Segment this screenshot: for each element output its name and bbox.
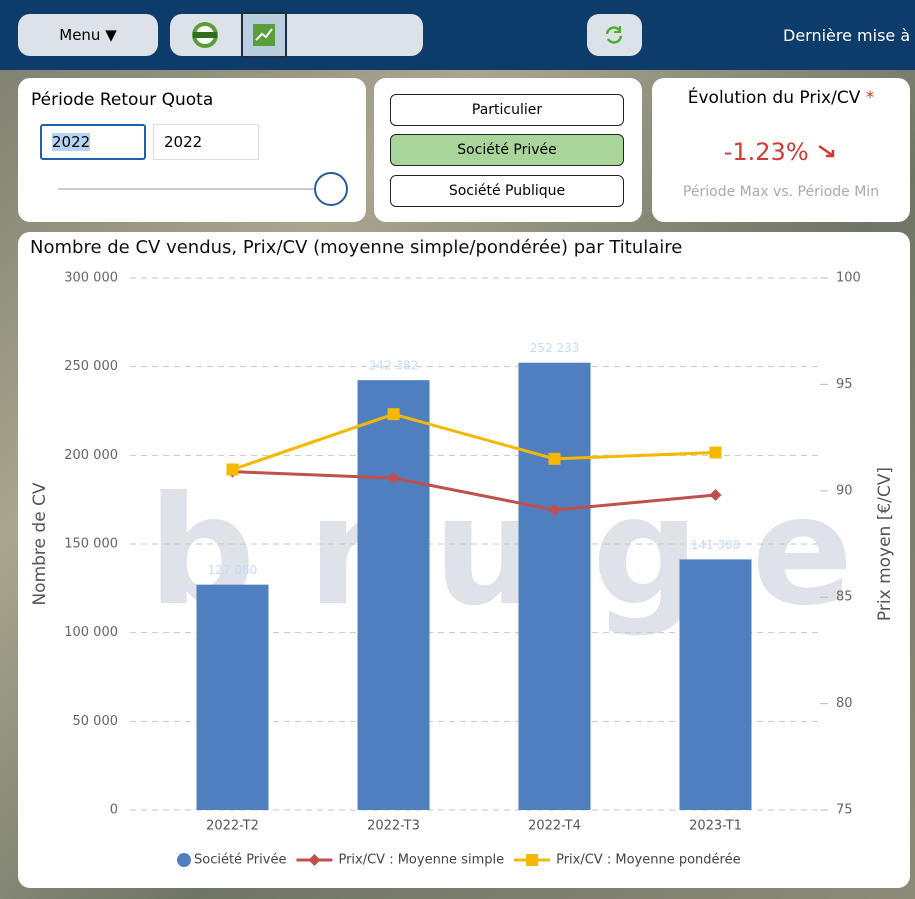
- refresh-icon: [603, 24, 625, 46]
- y2-axis-title: Prix moyen [€/CV]: [875, 467, 895, 621]
- bar: [197, 585, 269, 810]
- icon-group: [170, 14, 423, 56]
- value-label: 141 300: [691, 538, 741, 552]
- value-label: 252 233: [530, 341, 580, 355]
- dashboard: Menu ▼ Dernière mise à Période Retour Qu…: [0, 0, 915, 899]
- chart-card: brugelNombre de CV vendus, Prix/CV (moye…: [18, 232, 910, 888]
- kpi-title-row: Évolution du Prix/CV *: [652, 88, 910, 108]
- x-tick-label: 2023-T1: [689, 819, 742, 834]
- kpi-card: Évolution du Prix/CV * -1.23% Période Ma…: [652, 78, 910, 222]
- segment-card: Particulier Société Privée Société Publi…: [374, 78, 642, 222]
- y-tick-label: 300 000: [64, 271, 118, 286]
- chart: brugelNombre de CV vendus, Prix/CV (moye…: [18, 232, 910, 888]
- legend-swatch: [177, 853, 191, 867]
- y2-tick-label: 95: [836, 377, 853, 392]
- y-tick-label: 0: [110, 803, 118, 818]
- refresh-button[interactable]: [587, 14, 642, 56]
- y-tick-label: 250 000: [64, 359, 118, 374]
- bar: [519, 363, 591, 810]
- start-value: 2022: [52, 133, 90, 151]
- y2-tick-label: 75: [836, 803, 853, 818]
- y-tick-label: 50 000: [73, 714, 119, 729]
- certificate-icon[interactable]: [190, 20, 220, 50]
- segment-button[interactable]: Particulier: [390, 94, 624, 126]
- square-marker: [227, 464, 239, 476]
- x-tick-label: 2022-T4: [528, 819, 581, 834]
- square-marker: [710, 446, 722, 458]
- square-marker: [549, 453, 561, 465]
- y2-tick-label: 85: [836, 590, 853, 605]
- segment-button[interactable]: Société Privée: [390, 134, 624, 166]
- menu-button[interactable]: Menu ▼: [18, 14, 158, 56]
- x-tick-label: 2022-T2: [206, 819, 259, 834]
- kpi-caption: Période Max vs. Période Min: [652, 184, 910, 200]
- legend-label: Prix/CV : Moyenne pondérée: [556, 853, 740, 868]
- start-input[interactable]: 2022: [40, 124, 146, 160]
- square-marker: [526, 854, 538, 866]
- y-tick-label: 150 000: [64, 537, 118, 552]
- slider-track: [58, 188, 314, 190]
- period-filter: Période Retour Quota 2022 2022: [18, 78, 366, 222]
- kpi-title: Évolution du Prix/CV: [688, 88, 861, 108]
- segment-button[interactable]: Société Publique: [390, 175, 624, 207]
- y2-tick-label: 100: [836, 271, 861, 286]
- bar: [680, 559, 752, 810]
- x-tick-label: 2022-T3: [367, 819, 420, 834]
- value-label: 127 080: [208, 563, 258, 577]
- down-arrow: [816, 142, 838, 160]
- line: [233, 414, 716, 469]
- filter-title: Période Retour Quota: [31, 90, 213, 110]
- top-bar: Menu ▼ Dernière mise à: [0, 0, 915, 70]
- legend-label: Prix/CV : Moyenne simple: [338, 853, 504, 868]
- chart-title: Nombre de CV vendus, Prix/CV (moyenne si…: [30, 237, 682, 258]
- y2-tick-label: 90: [836, 483, 853, 498]
- kpi-asterisk: *: [866, 88, 875, 108]
- y2-tick-label: 80: [836, 696, 853, 711]
- y-tick-label: 200 000: [64, 448, 118, 463]
- y-axis-title: Nombre de CV: [30, 482, 50, 605]
- kpi-value: -1.23%: [724, 138, 809, 166]
- y-tick-label: 100 000: [64, 625, 118, 640]
- legend-label: Société Privée: [194, 853, 286, 868]
- last-update: Dernière mise à: [783, 26, 910, 45]
- slider-handle[interactable]: [314, 172, 348, 206]
- bar: [358, 380, 430, 810]
- square-marker: [388, 408, 400, 420]
- chart-icon[interactable]: [241, 12, 287, 58]
- diamond-marker: [308, 854, 320, 866]
- value-label: 242 382: [369, 359, 419, 373]
- kpi-value-row: -1.23%: [652, 138, 910, 166]
- end-input[interactable]: 2022: [153, 124, 259, 160]
